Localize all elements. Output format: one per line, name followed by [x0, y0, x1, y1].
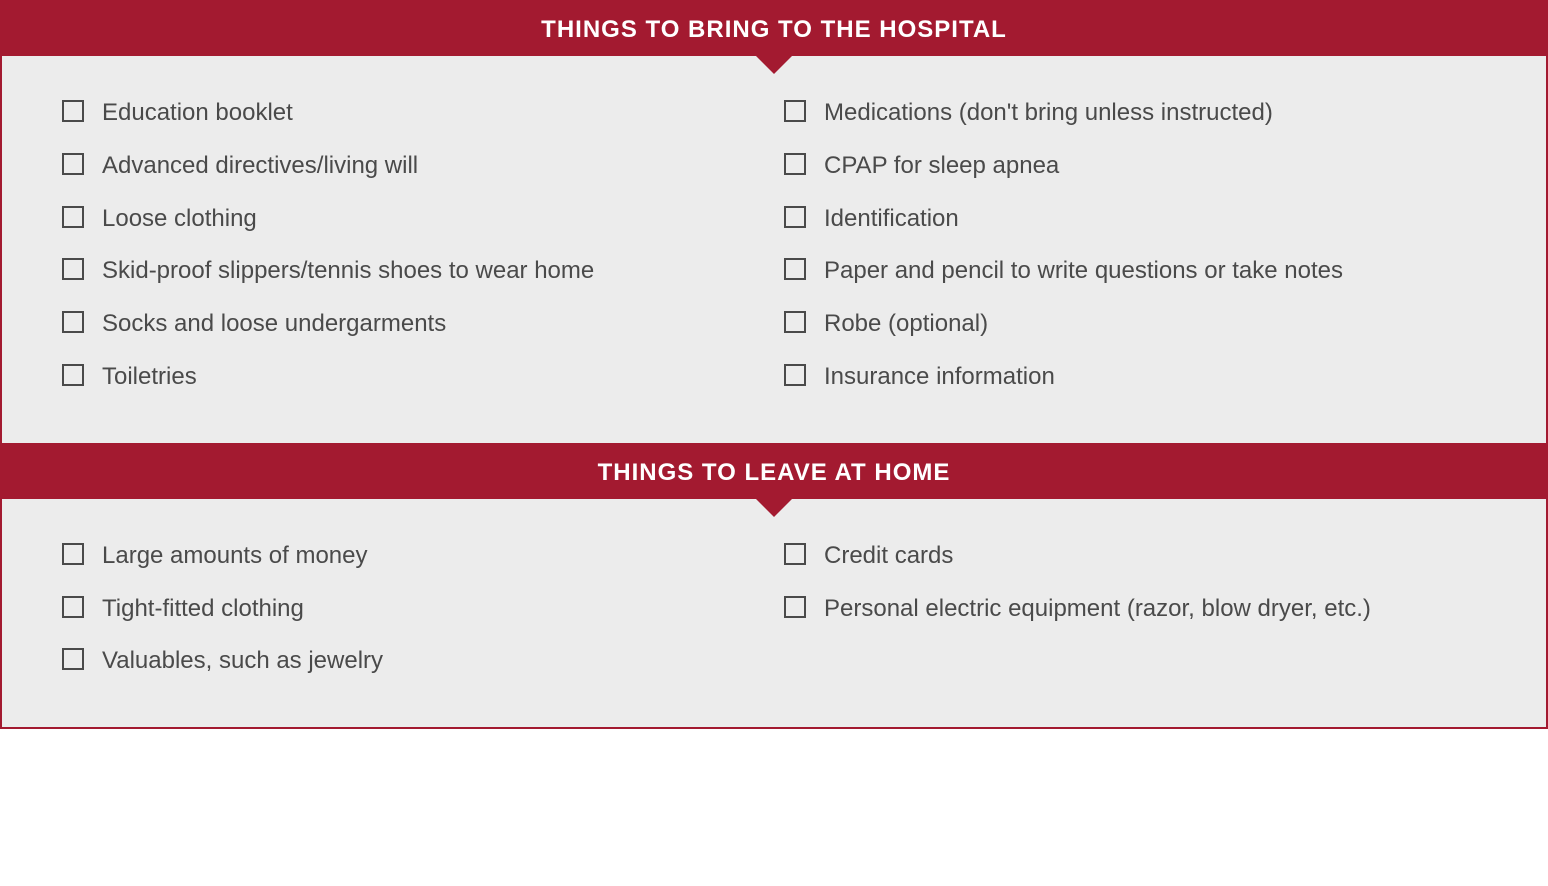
- checkbox[interactable]: [62, 596, 84, 618]
- checklist-item: Medications (don't bring unless instruct…: [784, 96, 1486, 131]
- checklist-item-label: Valuables, such as jewelry: [102, 644, 383, 679]
- panel: THINGS TO BRING TO THE HOSPITAL Education…: [0, 0, 1548, 445]
- checklist-column: Education booklet Advanced directives/liv…: [62, 96, 764, 413]
- checklist-item-label: Insurance information: [824, 360, 1055, 395]
- panel-header: THINGS TO LEAVE AT HOME: [2, 445, 1546, 499]
- checkbox[interactable]: [784, 543, 806, 565]
- checklist-item-label: Advanced directives/living will: [102, 149, 418, 184]
- checkbox[interactable]: [784, 364, 806, 386]
- checklist-item: Toiletries: [62, 360, 764, 395]
- checkbox[interactable]: [62, 648, 84, 670]
- checkbox[interactable]: [784, 153, 806, 175]
- checkbox[interactable]: [62, 543, 84, 565]
- checklist-item-label: Skid-proof slippers/tennis shoes to wear…: [102, 254, 594, 289]
- checkbox[interactable]: [62, 153, 84, 175]
- checklist-item-label: Socks and loose undergarments: [102, 307, 446, 342]
- checklist-root: THINGS TO BRING TO THE HOSPITAL Education…: [0, 0, 1548, 729]
- checklist-item: Education booklet: [62, 96, 764, 131]
- panel-body: Education booklet Advanced directives/liv…: [2, 56, 1546, 443]
- checkbox[interactable]: [62, 100, 84, 122]
- checkbox[interactable]: [784, 596, 806, 618]
- checklist-item-label: Identification: [824, 202, 959, 237]
- checklist-item: Robe (optional): [784, 307, 1486, 342]
- checklist-item: Skid-proof slippers/tennis shoes to wear…: [62, 254, 764, 289]
- checklist-item: Tight-fitted clothing: [62, 592, 764, 627]
- checkbox[interactable]: [784, 258, 806, 280]
- checkbox[interactable]: [62, 311, 84, 333]
- checklist-item: Personal electric equipment (razor, blow…: [784, 592, 1486, 627]
- checklist-column: Medications (don't bring unless instruct…: [784, 96, 1486, 413]
- checklist-item: Credit cards: [784, 539, 1486, 574]
- checkbox[interactable]: [784, 311, 806, 333]
- checklist-item-label: Credit cards: [824, 539, 953, 574]
- checklist-item: Large amounts of money: [62, 539, 764, 574]
- checklist-item: Insurance information: [784, 360, 1486, 395]
- checklist-item: Loose clothing: [62, 202, 764, 237]
- checkbox[interactable]: [784, 206, 806, 228]
- checklist-item-label: Tight-fitted clothing: [102, 592, 304, 627]
- checklist-item: Paper and pencil to write questions or t…: [784, 254, 1486, 289]
- checklist-item: CPAP for sleep apnea: [784, 149, 1486, 184]
- checklist-item-label: CPAP for sleep apnea: [824, 149, 1059, 184]
- checkbox[interactable]: [784, 100, 806, 122]
- checklist-column: Credit cards Personal electric equipment …: [784, 539, 1486, 697]
- checklist-item: Socks and loose undergarments: [62, 307, 764, 342]
- checkbox[interactable]: [62, 206, 84, 228]
- checklist-item-label: Medications (don't bring unless instruct…: [824, 96, 1273, 131]
- checkbox[interactable]: [62, 364, 84, 386]
- checklist-item-label: Toiletries: [102, 360, 197, 395]
- checklist-item-label: Large amounts of money: [102, 539, 368, 574]
- checkbox[interactable]: [62, 258, 84, 280]
- panel-header: THINGS TO BRING TO THE HOSPITAL: [2, 2, 1546, 56]
- checklist-column: Large amounts of money Tight-fitted cloth…: [62, 539, 764, 697]
- checklist-item-label: Loose clothing: [102, 202, 257, 237]
- checklist-item: Valuables, such as jewelry: [62, 644, 764, 679]
- checklist-item-label: Education booklet: [102, 96, 293, 131]
- checklist-item: Advanced directives/living will: [62, 149, 764, 184]
- checklist-item-label: Personal electric equipment (razor, blow…: [824, 592, 1371, 627]
- checklist-item: Identification: [784, 202, 1486, 237]
- checklist-item-label: Robe (optional): [824, 307, 988, 342]
- checklist-item-label: Paper and pencil to write questions or t…: [824, 254, 1343, 289]
- panel: THINGS TO LEAVE AT HOME Large amounts of …: [0, 445, 1548, 729]
- panel-body: Large amounts of money Tight-fitted cloth…: [2, 499, 1546, 727]
